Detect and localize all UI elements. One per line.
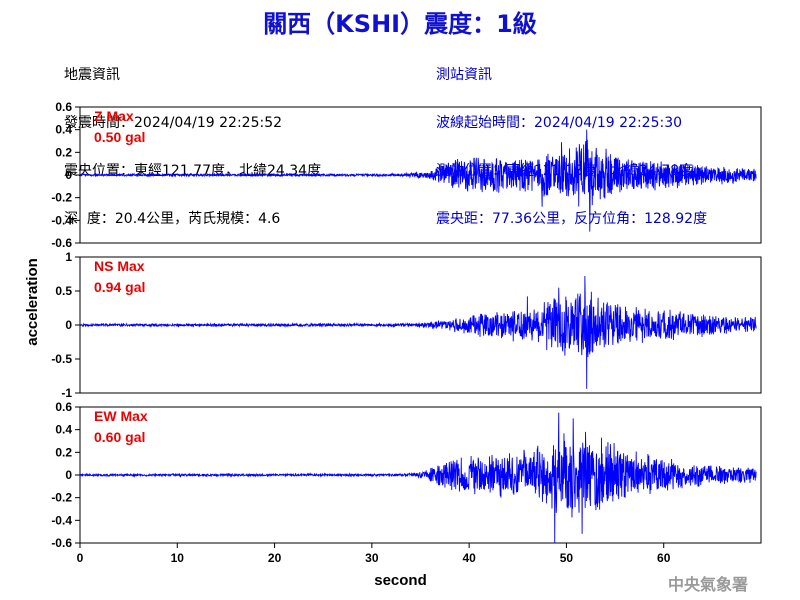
ns-y-tick-label: -0.5 [51,352,72,366]
z-waveform-line [79,129,757,232]
x-tick-label: 20 [268,551,282,565]
ew-y-tick-label: -0.4 [51,513,72,527]
z-max-label: Z Max [94,108,134,124]
wave-start-time: 波線起始時間：2024/04/19 22:25:30 [436,115,683,131]
ew-max-label: EW Max [94,408,148,424]
epicentral-distance: 震央距：77.36公里，反方位角：128.92度 [436,211,708,227]
z-y-tick-label: 0.4 [55,123,72,137]
ns-y-tick-label: -1 [61,386,72,400]
x-axis-title: second [374,572,427,589]
ew-y-tick-label: -0.6 [51,536,72,550]
x-tick-label: 0 [77,551,84,565]
z-max-value: 0.50 gal [94,129,145,145]
z-y-tick-label: 0 [65,168,72,182]
page-title: 關西（KSHI）震度：1級 [263,10,537,38]
quake-info-heading: 地震資訊 [64,67,120,83]
y-axis-title: acceleration [24,258,41,346]
ew-y-tick-label: 0.4 [55,423,72,437]
z-y-tick-label: 0.6 [55,100,72,114]
ew-y-tick-label: 0.2 [55,445,72,459]
ns-max-value: 0.94 gal [94,279,145,295]
station-info-heading: 測站資訊 [436,67,492,83]
ns-y-tick-label: 1 [65,250,72,264]
ew-max-value: 0.60 gal [94,429,145,445]
ew-waveform-line [79,412,757,544]
ns-y-tick-label: 0 [65,318,72,332]
x-tick-label: 40 [462,551,476,565]
x-tick-label: 50 [560,551,574,565]
x-tick-label: 60 [657,551,671,565]
ew-y-tick-label: 0.6 [55,400,72,414]
ns-max-label: NS Max [94,258,145,274]
depth-magnitude: 深 度：20.4公里，芮氏規模：4.6 [64,211,281,227]
z-y-tick-label: -0.2 [51,191,72,205]
x-tick-label: 30 [365,551,379,565]
z-y-tick-label: -0.4 [51,213,72,227]
ew-y-tick-label: -0.2 [51,491,72,505]
z-y-tick-label: -0.6 [51,236,72,250]
x-tick-label: 10 [171,551,185,565]
station-info-block: 測站資訊 波線起始時間：2024/04/19 22:25:30 測站位置：東經1… [436,35,707,243]
ns-waveform-line [79,276,757,389]
agency-credit: 中央氣象署 [667,575,748,594]
origin-time: 發震時間：2024/04/19 22:25:52 [64,115,283,131]
z-y-tick-label: 0.2 [55,145,72,159]
ns-y-tick-label: 0.5 [55,284,72,298]
ew-y-tick-label: 0 [65,468,72,482]
quake-info-block: 地震資訊 發震時間：2024/04/19 22:25:52 震央位置：東經121… [64,35,321,243]
